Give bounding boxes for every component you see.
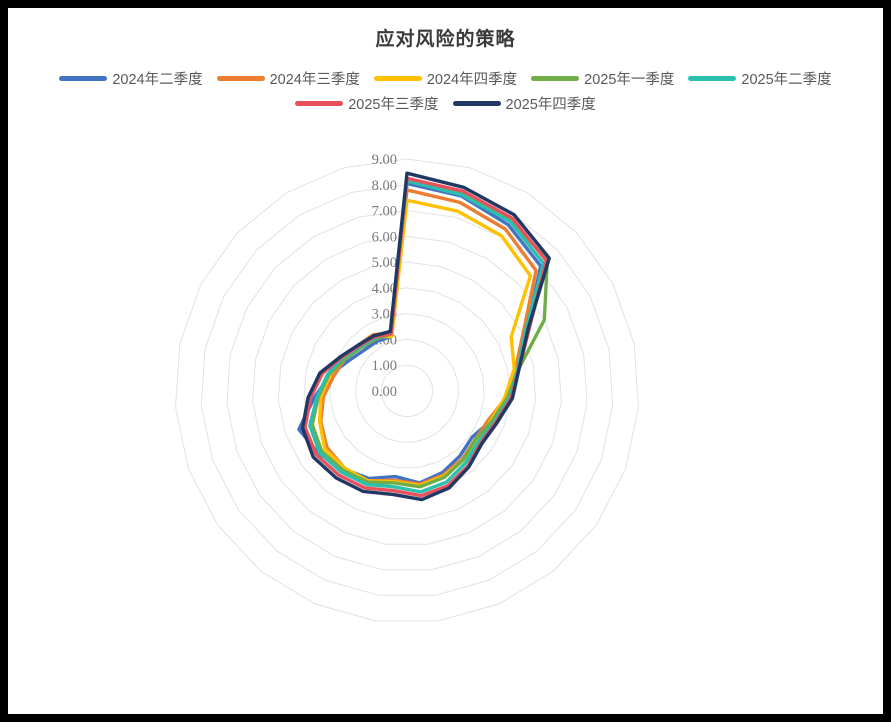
radial-tick-label: 0.00 xyxy=(372,384,397,400)
legend-item[interactable]: 2024年三季度 xyxy=(213,66,364,91)
radar-series-line xyxy=(310,179,550,489)
radar-series-group xyxy=(297,171,551,502)
radar-series-line xyxy=(300,171,551,502)
legend-label: 2025年二季度 xyxy=(741,72,832,88)
legend-item[interactable]: 2025年三季度 xyxy=(291,91,442,116)
radar-chart-svg: 0.001.002.003.004.005.006.007.008.009.00 xyxy=(175,152,639,622)
legend-label: 2025年一季度 xyxy=(584,72,675,88)
chart-canvas: 应对风险的策略 2024年二季度 2024年三季度 2024年四季度 2025年一季度… xyxy=(8,8,883,714)
legend-item[interactable]: 2024年四季度 xyxy=(370,66,521,91)
legend-label: 2024年二季度 xyxy=(112,72,203,88)
legend-item[interactable]: 2024年二季度 xyxy=(55,66,206,91)
radar-series-line xyxy=(319,188,538,486)
legend-label: 2025年四季度 xyxy=(505,97,596,113)
legend-color-swatch xyxy=(59,76,108,81)
chart-legend: 2024年二季度 2024年三季度 2024年四季度 2025年一季度 2025年二季度… xyxy=(8,66,883,116)
legend-label: 2024年四季度 xyxy=(426,72,518,88)
radial-tick-label: 5.00 xyxy=(372,255,397,271)
legend-color-swatch xyxy=(688,76,737,81)
legend-item[interactable]: 2025年一季度 xyxy=(527,66,678,91)
legend-color-swatch xyxy=(295,101,344,106)
radial-tick-label: 7.00 xyxy=(372,204,397,220)
legend-item[interactable]: 2025年二季度 xyxy=(684,66,835,91)
legend-color-swatch xyxy=(452,101,501,106)
legend-color-swatch xyxy=(531,76,580,81)
radial-tick-label: 1.00 xyxy=(372,358,397,374)
radial-tick-label: 6.00 xyxy=(372,229,397,245)
radial-tick-label: 9.00 xyxy=(372,152,397,168)
radar-plot-area: 0.00 1.00 2.00 3.00 4.00 5.00 6.00 7.00 8.00 9.00 xyxy=(8,116,883,714)
legend-label: 2024年三季度 xyxy=(269,72,360,88)
legend-color-swatch xyxy=(373,76,422,81)
radial-tick-label: 8.00 xyxy=(372,178,397,194)
chart-title: 应对风险的策略 xyxy=(375,29,516,50)
legend-label: 2025年三季度 xyxy=(348,97,439,113)
radial-tick-label: 4.00 xyxy=(372,281,397,297)
radial-axis-ticks: 0.001.002.003.004.005.006.007.008.009.00 xyxy=(372,152,397,400)
legend-item[interactable]: 2025年四季度 xyxy=(449,91,600,116)
legend-color-swatch xyxy=(216,76,265,81)
radar-gridlines xyxy=(175,158,639,622)
